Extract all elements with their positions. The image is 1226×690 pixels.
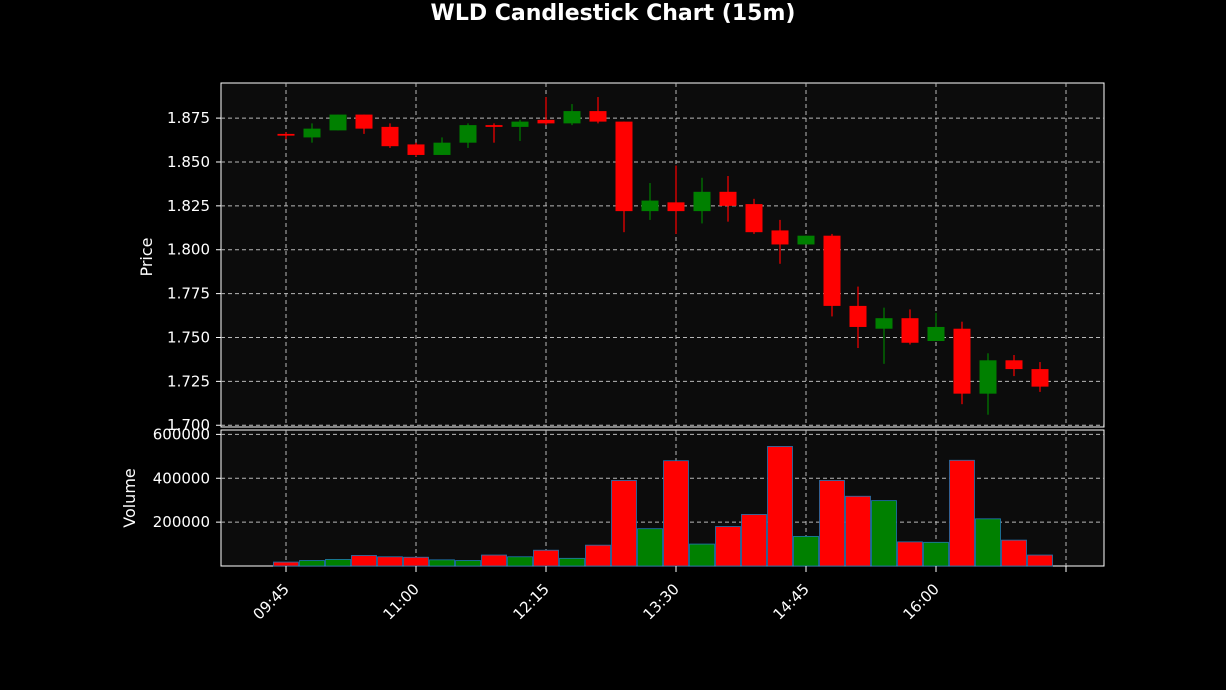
volume-y-ticks: 200000 400000 600000	[153, 425, 221, 531]
x-tick-label: 09:45	[250, 580, 293, 623]
candle-body	[407, 144, 425, 155]
candle-body	[1031, 369, 1049, 387]
volume-bar	[663, 460, 689, 567]
candle-body	[927, 326, 945, 341]
price-tick-label: 1.825	[167, 197, 210, 215]
candle-body	[355, 114, 373, 129]
candle-body	[875, 318, 893, 329]
volume-bars	[273, 446, 1053, 567]
candle-body	[433, 142, 451, 155]
candle-body	[277, 133, 295, 136]
price-tick-label: 1.800	[167, 241, 210, 259]
price-tick-label: 1.700	[167, 416, 210, 434]
volume-bar	[325, 559, 351, 567]
volume-bar	[455, 560, 481, 567]
x-tick-label: 16:00	[900, 580, 943, 623]
volume-bar	[949, 459, 975, 567]
price-panel-frame	[220, 82, 1105, 428]
candle-body	[589, 111, 607, 122]
volume-bar	[689, 543, 715, 567]
volume-bar	[377, 556, 403, 567]
price-tick-label: 1.775	[167, 285, 210, 303]
x-tick-label: 12:15	[510, 580, 553, 623]
price-tick-label: 1.875	[167, 109, 210, 127]
volume-bar	[767, 446, 793, 567]
volume-tick-label: 400000	[153, 469, 210, 487]
volume-bar	[559, 557, 585, 567]
candle-body	[329, 114, 347, 131]
candle-body	[719, 191, 737, 206]
candle-body	[615, 121, 633, 212]
candle-body	[459, 125, 477, 143]
candle-body	[667, 202, 685, 212]
volume-tick-label: 200000	[153, 513, 210, 531]
volume-bar	[741, 514, 767, 567]
volume-bar	[273, 561, 299, 567]
candle-body	[979, 360, 997, 394]
price-tick-label: 1.750	[167, 328, 210, 346]
volume-bar	[351, 555, 377, 567]
volume-bar	[715, 526, 741, 567]
candle-body	[693, 191, 711, 212]
candle-body	[745, 204, 763, 233]
candle-body	[537, 119, 555, 124]
volume-bar	[403, 556, 429, 567]
candle-body	[303, 128, 321, 138]
chart-title: WLD Candlestick Chart (15m)	[430, 1, 796, 26]
price-axis-label: Price	[137, 237, 156, 276]
candle-body	[641, 200, 659, 212]
volume-bar	[845, 495, 871, 567]
volume-bar	[793, 535, 819, 567]
candle-body	[953, 328, 971, 394]
volume-bar	[637, 528, 663, 567]
volume-bar	[923, 541, 949, 567]
volume-bar	[533, 549, 559, 567]
x-tick-label: 14:45	[770, 580, 813, 623]
volume-bar	[897, 541, 923, 567]
candle-body	[823, 235, 841, 306]
candle-body	[849, 305, 867, 327]
candle-body	[563, 111, 581, 124]
volume-bar	[585, 544, 611, 567]
volume-bar	[975, 518, 1001, 567]
candle-body	[511, 121, 529, 127]
price-tick-label: 1.725	[167, 372, 210, 390]
volume-bar	[1027, 554, 1053, 567]
volume-bar	[481, 554, 507, 567]
price-candles	[277, 97, 1049, 415]
x-tick-label: 11:00	[380, 580, 423, 623]
volume-bar	[1001, 539, 1027, 567]
candle-body	[771, 230, 789, 245]
candle-body	[797, 235, 815, 245]
price-tick-label: 1.850	[167, 153, 210, 171]
volume-axis-label: Volume	[120, 468, 139, 528]
candle-body	[485, 125, 503, 127]
volume-bar	[507, 556, 533, 567]
candle-body	[901, 318, 919, 343]
x-ticks: 09:45 11:00 12:15 13:30 14:45 16:00	[250, 566, 1067, 623]
volume-bar	[611, 480, 637, 567]
x-tick-label: 13:30	[640, 580, 683, 623]
volume-tick-label: 600000	[153, 425, 210, 443]
volume-bar	[819, 480, 845, 567]
candle-body	[1005, 360, 1023, 370]
price-y-ticks: 1.700 1.725 1.750 1.775 1.800 1.825 1.850 1.875	[167, 109, 221, 434]
volume-bar	[299, 560, 325, 567]
volume-bar	[871, 500, 897, 567]
volume-bar	[429, 559, 455, 567]
candle-body	[381, 126, 399, 147]
